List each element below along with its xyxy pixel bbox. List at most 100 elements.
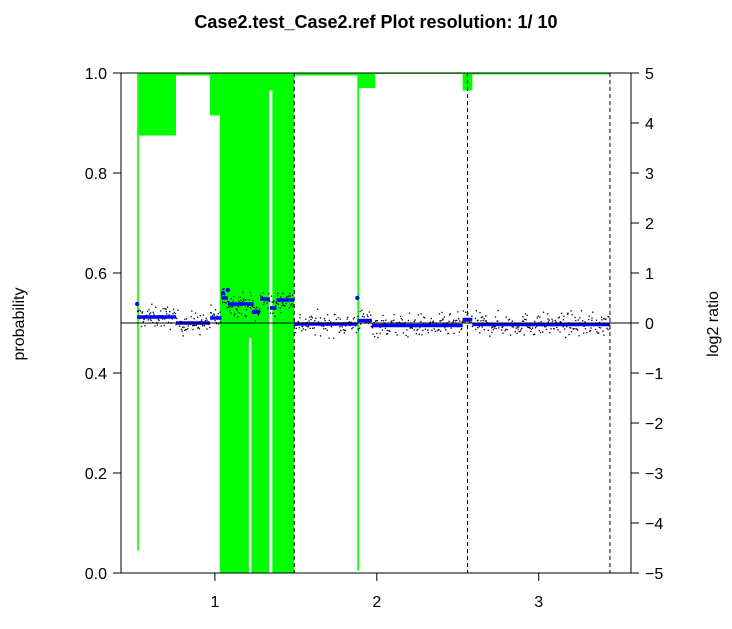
log2-point: [371, 327, 374, 329]
log2-point: [590, 327, 592, 329]
log2-point: [177, 309, 179, 311]
log2-point: [245, 298, 247, 301]
log2-point: [223, 288, 225, 290]
log2-point: [324, 319, 326, 322]
log2-point: [584, 321, 586, 323]
log2-point: [374, 335, 376, 338]
log2-point: [598, 326, 601, 329]
log2-point: [254, 319, 256, 322]
log2-point: [225, 302, 227, 304]
y-axis-label-right: log2 ratio: [705, 291, 722, 357]
log2-point: [506, 329, 508, 331]
log2-point: [539, 331, 542, 334]
log2-point: [393, 319, 395, 321]
right-axis-tick-label: 5: [645, 66, 654, 83]
left-axis-tick-label: 1.0: [85, 66, 107, 83]
log2-point: [220, 321, 222, 323]
log2-point: [273, 300, 275, 302]
log2-point: [430, 317, 432, 320]
log2-point: [420, 320, 422, 323]
log2-point: [231, 305, 234, 308]
log2-point: [500, 329, 503, 331]
log2-point: [313, 327, 315, 329]
log2-point: [570, 310, 572, 312]
log2-point: [247, 305, 250, 307]
log2-point: [182, 335, 184, 337]
log2-point: [163, 324, 165, 327]
log2-point: [172, 308, 175, 310]
log2-point: [233, 315, 235, 317]
log2-point: [245, 309, 248, 311]
log2-point: [440, 320, 442, 322]
probability-bar: [210, 73, 220, 116]
log2-point: [195, 324, 198, 327]
log2-point: [441, 311, 443, 314]
log2-point: [470, 321, 472, 323]
log2-point: [450, 327, 452, 329]
log2-point: [352, 326, 354, 329]
log2-point: [346, 318, 348, 320]
log2-point: [562, 319, 565, 321]
log2-point: [367, 315, 369, 318]
log2-point: [494, 325, 496, 328]
log2-point: [152, 311, 154, 313]
log2-point: [462, 310, 464, 312]
log2-point: [533, 333, 536, 335]
log2-point: [317, 321, 320, 323]
log2-point: [511, 326, 513, 328]
log2-point: [252, 299, 254, 302]
log2-point: [292, 305, 294, 308]
log2-point: [560, 321, 562, 324]
log2-point: [193, 318, 195, 320]
log2-point: [553, 328, 555, 330]
log2-point: [380, 319, 383, 322]
log2-point: [323, 328, 325, 330]
log2-point: [160, 310, 162, 312]
log2-point: [416, 329, 418, 331]
log2-point: [247, 305, 249, 308]
log2-point: [361, 315, 364, 318]
right-axis: −5 −4 −3 −2 −1 0 1 2 3 4 5: [630, 66, 663, 583]
log2-point: [242, 298, 245, 300]
chart-title: Case2.test_Case2.ref Plot resolution: 1/…: [194, 12, 557, 32]
log2-point: [449, 313, 451, 315]
log2-point: [482, 316, 484, 318]
log2-point: [501, 326, 503, 329]
log2-point: [328, 319, 331, 322]
log2-point: [314, 320, 316, 322]
log2-point: [168, 311, 171, 313]
log2-point: [181, 330, 183, 332]
log2-point: [577, 319, 579, 321]
log2-point: [192, 328, 194, 331]
log2-point: [485, 320, 488, 322]
log2-point: [396, 334, 398, 336]
log2-point: [544, 326, 546, 328]
log2-point: [495, 327, 497, 330]
right-axis-tick-label: 4: [645, 116, 654, 133]
log2-point: [478, 326, 480, 328]
log2-point: [267, 300, 269, 302]
log2-point: [340, 330, 342, 332]
log2-point: [299, 314, 301, 316]
right-axis-tick-label: 3: [645, 166, 654, 183]
log2-point: [449, 314, 451, 316]
log2-point: [319, 335, 322, 337]
log2-point: [606, 327, 608, 330]
log2-point: [481, 326, 483, 328]
chromosome-boundaries: [293, 73, 611, 573]
log2-point: [389, 330, 391, 332]
log2-point: [282, 304, 285, 306]
log2-point: [456, 319, 458, 322]
log2-point: [369, 314, 372, 316]
log2-point: [436, 330, 438, 332]
log2-point: [157, 318, 160, 321]
log2-point: [309, 327, 311, 330]
right-axis-tick-label: 1: [645, 266, 654, 283]
log2-point: [234, 313, 236, 315]
log2-point: [357, 315, 359, 318]
log2-point: [267, 307, 269, 309]
log2-point: [547, 321, 550, 323]
log2-point: [196, 316, 199, 318]
log2-point: [482, 319, 484, 322]
log2-point: [414, 319, 416, 321]
